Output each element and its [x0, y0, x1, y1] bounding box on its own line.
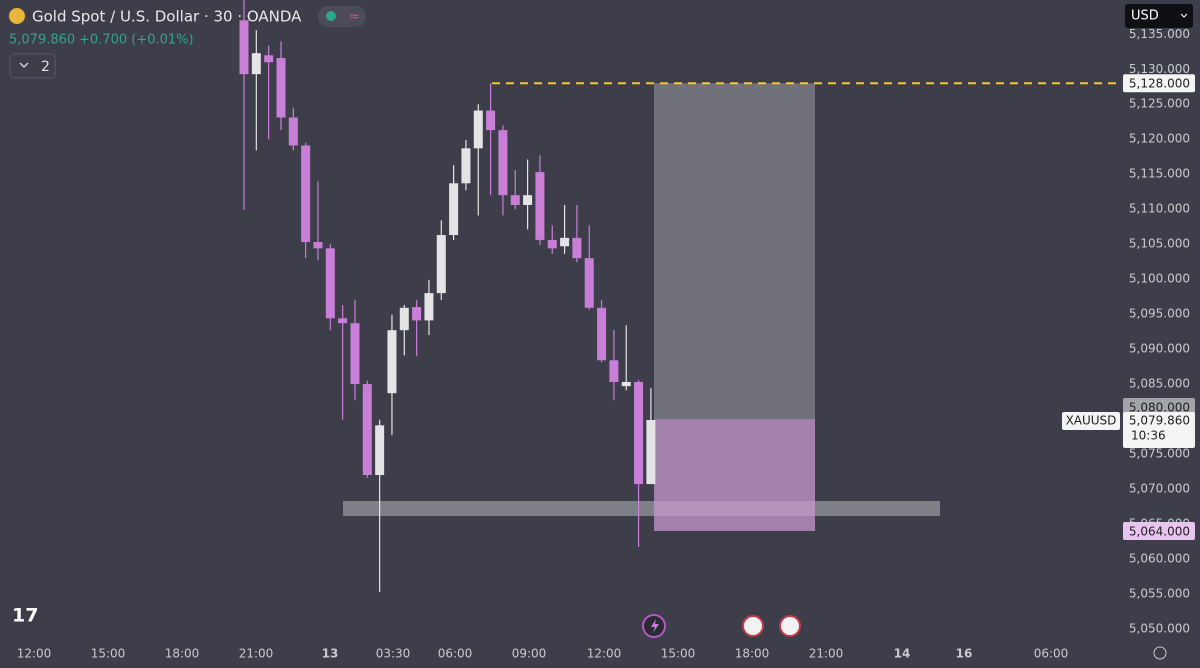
stop-label-box [1123, 521, 1195, 540]
candle-body [251, 53, 261, 75]
indicators-toggle[interactable] [9, 53, 56, 79]
symbol-icon [9, 8, 25, 24]
candle-body [510, 195, 520, 205]
countdown: 10:36 [1131, 429, 1166, 443]
x-tick-label: 15:00 [661, 647, 696, 661]
candle-body [399, 307, 409, 331]
last-price-box [1123, 412, 1195, 449]
last-price-label: 5,079.860 [1129, 414, 1190, 428]
x-tick-label: 12:00 [587, 647, 622, 661]
entry-label: 5,080.000 [1129, 401, 1190, 415]
candle-body [338, 318, 348, 324]
x-tick-label: 12:00 [17, 647, 52, 661]
y-tick-label: 5,125.000 [1129, 97, 1190, 111]
indicators-count: 2 [41, 59, 50, 75]
settings-icon[interactable] [1153, 646, 1167, 660]
candle-body [461, 148, 471, 184]
currency-label: USD [1131, 9, 1159, 24]
target-zone [654, 83, 815, 420]
candle-body [646, 420, 656, 485]
candle-body [424, 293, 434, 321]
market-open-dot [326, 11, 336, 21]
candle-body [239, 20, 249, 75]
currency-select[interactable] [1125, 4, 1193, 28]
status-icon: ≈ [349, 10, 360, 25]
dropdown-icon [1180, 13, 1188, 18]
y-tick-label: 5,070.000 [1129, 481, 1190, 495]
y-tick-label: 5,085.000 [1129, 377, 1190, 391]
symbol-title: Gold Spot / U.S. Dollar · 30 · OANDA [32, 8, 302, 26]
x-tick-label: 21:00 [239, 647, 274, 661]
x-tick-label: 18:00 [165, 647, 200, 661]
zone [343, 501, 940, 516]
x-tick-label: 06:00 [438, 647, 473, 661]
x-tick-label: 21:00 [809, 647, 844, 661]
y-tick-label: 5,130.000 [1129, 62, 1190, 76]
candle-body [609, 360, 619, 382]
candle-body [313, 242, 323, 249]
header-change: +0.700 (+0.01%) [79, 33, 194, 48]
candle-body [264, 55, 274, 63]
candle-body [535, 172, 545, 240]
candle-body [634, 381, 644, 485]
y-tick-label: 5,120.000 [1129, 132, 1190, 146]
us-event-icon[interactable] [779, 615, 801, 637]
x-tick-label: 06:00 [1034, 647, 1069, 661]
candle-body [473, 110, 483, 149]
y-tick-label: 5,095.000 [1129, 307, 1190, 321]
x-tick-label: 13 [322, 647, 339, 661]
y-tick-label: 5,050.000 [1129, 621, 1190, 635]
candle-body [597, 307, 607, 361]
candle-body [436, 235, 446, 294]
target-label: 5,128.000 [1129, 77, 1190, 91]
y-tick-label: 5,060.000 [1129, 551, 1190, 565]
candle-body [523, 195, 533, 205]
candle-body [350, 323, 360, 385]
logo: 17 [12, 605, 38, 627]
candle-body [276, 58, 286, 118]
y-tick-label: 5,090.000 [1129, 342, 1190, 356]
candle-body [572, 237, 582, 259]
candle-body [288, 117, 298, 146]
y-tick-label: 5,135.000 [1129, 27, 1190, 41]
candle-body [375, 425, 385, 476]
candle-body [584, 258, 594, 308]
stop-zone [654, 419, 815, 531]
target-label-box [1123, 74, 1195, 93]
candle-body [412, 307, 422, 321]
y-tick-label: 5,115.000 [1129, 167, 1190, 181]
candle-body [387, 330, 397, 394]
y-tick-label: 5,105.000 [1129, 237, 1190, 251]
y-tick-label: 5,110.000 [1129, 202, 1190, 216]
candle-body [362, 384, 372, 476]
entry-label-box [1123, 398, 1195, 417]
candle-body [301, 145, 311, 243]
x-tick-label: 15:00 [91, 647, 126, 661]
candle-body [560, 237, 570, 247]
plot-area: 5,050.0005,055.0005,060.0005,065.0005,07… [17, 0, 1190, 661]
x-tick-label: 03:30 [376, 647, 411, 661]
symbol-box [1062, 412, 1120, 431]
candle-body [449, 183, 459, 236]
x-tick-label: 14 [894, 647, 911, 661]
stop-label: 5,064.000 [1129, 524, 1190, 538]
y-tick-label: 5,100.000 [1129, 272, 1190, 286]
y-tick-label: 5,055.000 [1129, 586, 1190, 600]
chevron-icon [19, 62, 29, 69]
y-tick-label: 5,075.000 [1129, 447, 1190, 461]
symbol-label: XAUUSD [1066, 414, 1117, 428]
x-tick-label: 16 [956, 647, 973, 661]
candle-body [621, 381, 631, 387]
x-tick-label: 18:00 [735, 647, 770, 661]
lightning-icon [651, 619, 659, 633]
us-event-icon[interactable] [742, 615, 764, 637]
x-tick-label: 09:00 [512, 647, 547, 661]
candle-body [325, 248, 335, 319]
candle-body [498, 130, 508, 196]
candle-body [486, 110, 496, 131]
candle-body [547, 239, 557, 249]
header-price: 5,079.860 [9, 33, 75, 48]
